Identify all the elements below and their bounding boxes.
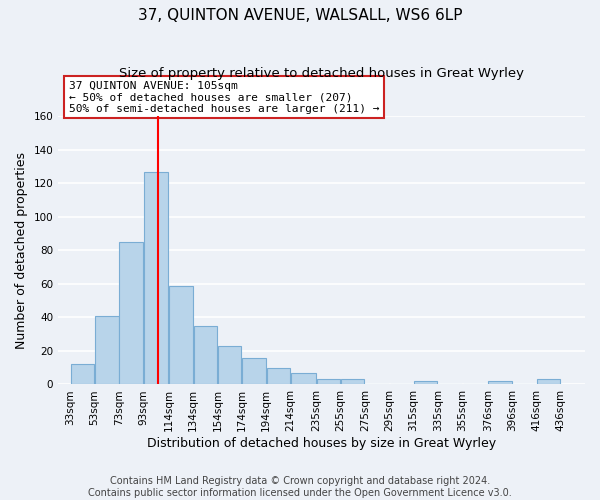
Bar xyxy=(267,368,290,384)
Bar xyxy=(144,172,169,384)
Bar xyxy=(194,326,217,384)
Bar xyxy=(95,316,119,384)
Bar xyxy=(317,380,340,384)
X-axis label: Distribution of detached houses by size in Great Wyrley: Distribution of detached houses by size … xyxy=(147,437,496,450)
Bar xyxy=(488,381,512,384)
Text: Contains HM Land Registry data © Crown copyright and database right 2024.
Contai: Contains HM Land Registry data © Crown c… xyxy=(88,476,512,498)
Text: 37, QUINTON AVENUE, WALSALL, WS6 6LP: 37, QUINTON AVENUE, WALSALL, WS6 6LP xyxy=(138,8,462,22)
Bar xyxy=(218,346,241,385)
Bar xyxy=(169,286,193,384)
Bar xyxy=(242,358,266,384)
Y-axis label: Number of detached properties: Number of detached properties xyxy=(15,152,28,349)
Bar xyxy=(291,372,316,384)
Bar xyxy=(71,364,94,384)
Text: 37 QUINTON AVENUE: 105sqm
← 50% of detached houses are smaller (207)
50% of semi: 37 QUINTON AVENUE: 105sqm ← 50% of detac… xyxy=(69,80,379,114)
Bar xyxy=(537,380,560,384)
Bar xyxy=(119,242,143,384)
Bar xyxy=(341,380,364,384)
Bar xyxy=(414,381,437,384)
Title: Size of property relative to detached houses in Great Wyrley: Size of property relative to detached ho… xyxy=(119,68,524,80)
